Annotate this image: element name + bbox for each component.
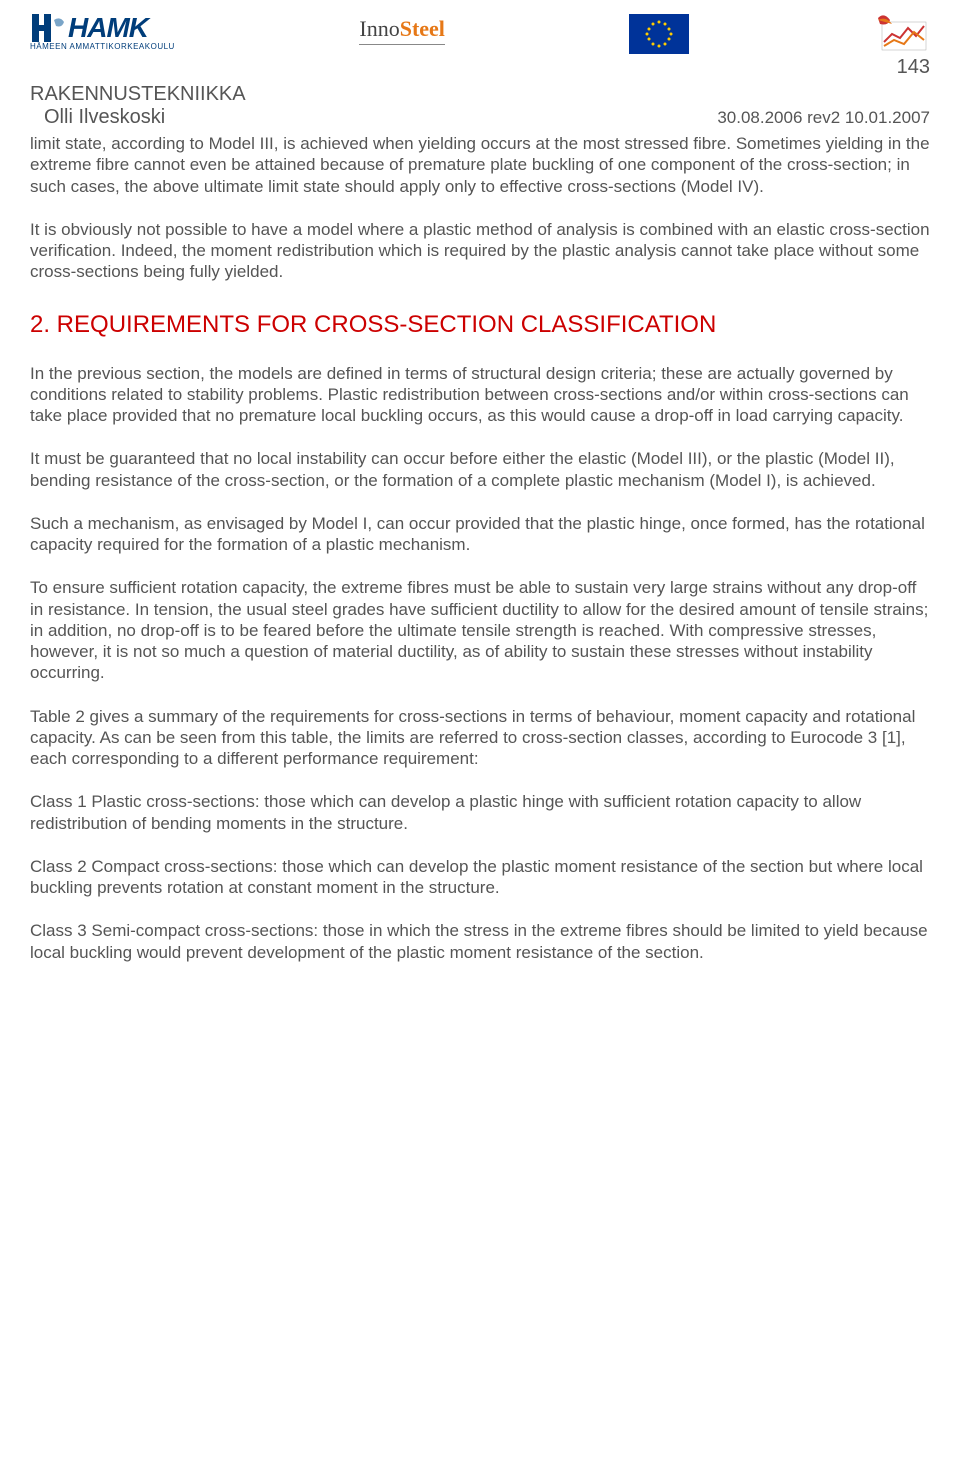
paragraph-3: In the previous section, the models are … [30, 363, 930, 427]
page-number: 143 [897, 56, 930, 79]
document-subheader: RAKENNUSTEKNIIKKA Olli Ilveskoski 30.08.… [0, 83, 960, 131]
innosteel-steel: Steel [400, 16, 445, 42]
revision-date: 30.08.2006 rev2 10.01.2007 [717, 108, 930, 128]
paragraph-9: Class 2 Compact cross-sections: those wh… [30, 856, 930, 899]
paragraph-1: limit state, according to Model III, is … [30, 133, 930, 197]
document-body: limit state, according to Model III, is … [0, 131, 960, 983]
hamk-logo-text: HAMK [68, 12, 148, 44]
author-name: Olli Ilveskoski [44, 106, 165, 129]
hamk-logo: HAMK HÄMEEN AMMATTIKORKEAKOULU [30, 12, 175, 51]
department-name: RAKENNUSTEKNIIKKA [30, 83, 930, 106]
chart-icon [874, 12, 930, 54]
paragraph-7: Table 2 gives a summary of the requireme… [30, 706, 930, 770]
paragraph-4: It must be guaranteed that no local inst… [30, 448, 930, 491]
section-heading-2: 2. REQUIREMENTS FOR CROSS-SECTION CLASSI… [30, 311, 930, 339]
eu-flag-icon [629, 14, 689, 54]
paragraph-8: Class 1 Plastic cross-sections: those wh… [30, 791, 930, 834]
paragraph-10: Class 3 Semi-compact cross-sections: tho… [30, 920, 930, 963]
paragraph-6: To ensure sufficient rotation capacity, … [30, 577, 930, 683]
innosteel-logo: InnoSteel [359, 16, 445, 45]
hamk-h-icon [30, 12, 66, 44]
page-header: HAMK HÄMEEN AMMATTIKORKEAKOULU InnoSteel [0, 0, 960, 83]
innosteel-inno: Inno [359, 16, 399, 42]
paragraph-5: Such a mechanism, as envisaged by Model … [30, 513, 930, 556]
paragraph-2: It is obviously not possible to have a m… [30, 219, 930, 283]
header-right: 143 [874, 12, 930, 79]
